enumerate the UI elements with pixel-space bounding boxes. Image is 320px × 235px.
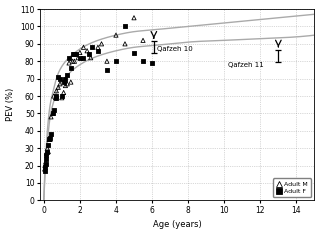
Point: [45, 146, 50, 150]
Point: [47, 137, 52, 141]
Point: [56, 75, 61, 79]
Text: Qafzeh 11: Qafzeh 11: [228, 62, 264, 68]
Point: [48, 136, 53, 140]
Point: [123, 42, 128, 46]
Point: [86, 52, 92, 56]
Point: [44, 152, 49, 155]
Point: [51, 108, 56, 112]
Point: [88, 56, 93, 60]
Point: [132, 16, 137, 20]
Point: [53, 96, 58, 100]
Point: [58, 82, 63, 86]
Point: [70, 59, 75, 63]
Point: [42, 167, 47, 171]
Point: [81, 45, 86, 49]
Point: [42, 169, 47, 173]
Point: [65, 82, 70, 86]
Point: [54, 89, 59, 93]
Point: [50, 112, 55, 115]
Point: [104, 68, 109, 72]
Point: [58, 77, 63, 81]
Point: [45, 150, 50, 153]
Point: [48, 115, 53, 119]
Point: [43, 165, 48, 169]
Point: [68, 80, 73, 84]
Point: [63, 77, 68, 81]
Point: [65, 73, 70, 77]
Point: [61, 91, 66, 94]
Point: [99, 42, 104, 46]
Point: [74, 52, 79, 56]
Point: [68, 66, 73, 70]
Point: [50, 112, 55, 115]
Point: [47, 137, 52, 141]
Point: [95, 45, 100, 49]
Point: [44, 153, 49, 157]
Point: [149, 61, 155, 65]
Point: [77, 51, 83, 55]
Point: [140, 39, 146, 42]
Point: [76, 56, 81, 60]
Point: [70, 52, 75, 56]
Point: [90, 45, 95, 49]
X-axis label: Age (years): Age (years): [153, 220, 202, 229]
Point: [44, 157, 49, 161]
Point: [77, 56, 83, 60]
Point: [67, 61, 72, 65]
Point: [53, 96, 58, 100]
Point: [59, 94, 64, 98]
Point: [46, 143, 51, 147]
Legend: Adult M, Adult F: Adult M, Adult F: [273, 178, 311, 197]
Point: [43, 160, 48, 164]
Point: [72, 59, 77, 63]
Point: [81, 56, 86, 60]
Point: [95, 49, 100, 53]
Point: [61, 80, 66, 84]
Point: [63, 84, 68, 87]
Point: [46, 150, 51, 153]
Point: [113, 59, 118, 63]
Point: [104, 59, 109, 63]
Point: [54, 94, 59, 98]
Point: [56, 86, 61, 89]
Point: [67, 56, 72, 60]
Point: [140, 59, 146, 63]
Point: [132, 51, 137, 55]
Point: [51, 94, 56, 98]
Point: [59, 96, 64, 100]
Point: [43, 162, 48, 166]
Point: [48, 137, 53, 141]
Y-axis label: PEV (%): PEV (%): [5, 88, 14, 121]
Point: [123, 25, 128, 28]
Point: [113, 33, 118, 37]
Point: [43, 164, 48, 167]
Text: Qafzeh 10: Qafzeh 10: [157, 46, 193, 52]
Point: [72, 52, 77, 56]
Point: [84, 49, 90, 53]
Point: [48, 132, 53, 136]
